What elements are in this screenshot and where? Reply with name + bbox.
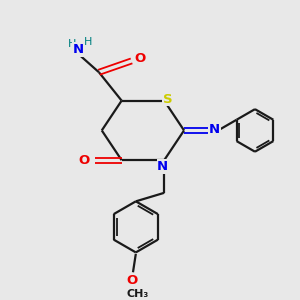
Text: O: O (126, 274, 137, 287)
Text: O: O (78, 154, 89, 167)
Text: O: O (134, 52, 145, 65)
Text: N: N (73, 43, 84, 56)
Text: CH₃: CH₃ (126, 289, 148, 298)
Text: S: S (163, 93, 172, 106)
Text: H: H (68, 39, 76, 49)
Text: N: N (157, 160, 168, 173)
Text: H: H (84, 38, 92, 47)
Text: N: N (209, 122, 220, 136)
